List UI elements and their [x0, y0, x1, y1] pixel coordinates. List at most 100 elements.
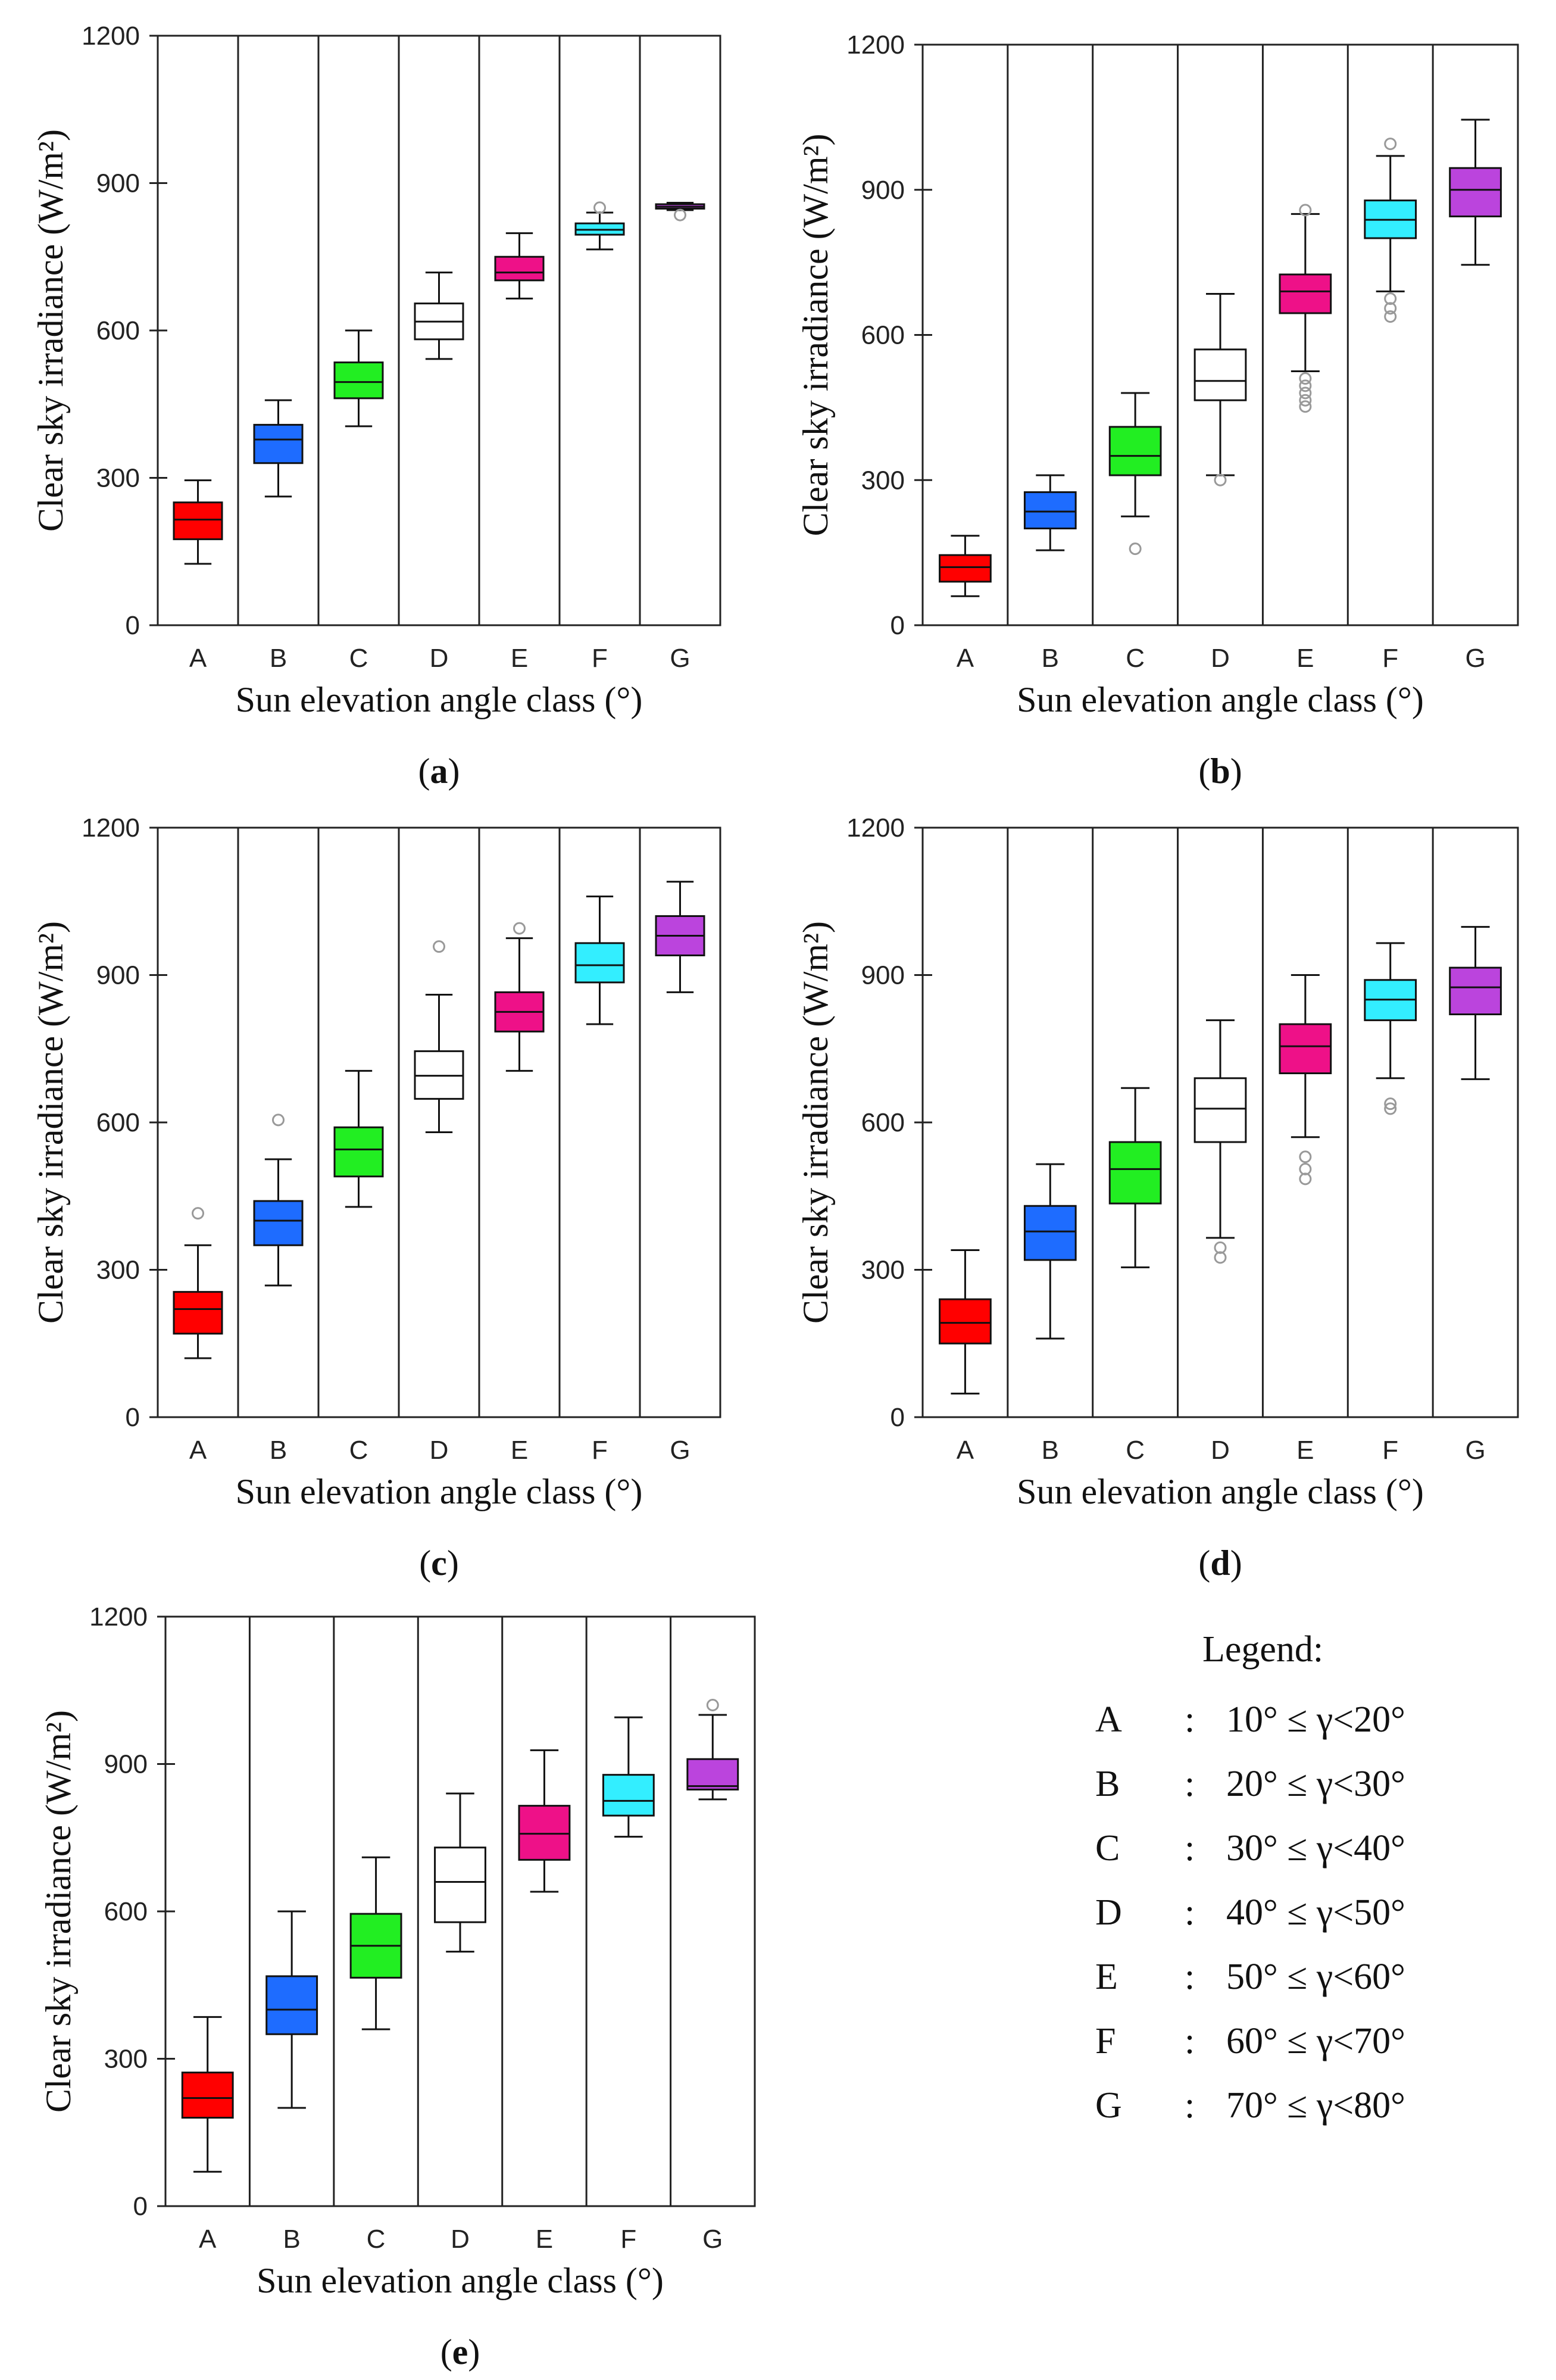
caption-open: ( — [1198, 1543, 1210, 1583]
y-tick-label: 600 — [96, 316, 140, 345]
y-axis-title: Clear sky irradiance (W/m²) — [796, 133, 835, 536]
box-iqr — [333, 361, 384, 400]
panel-caption: (b) — [1198, 751, 1242, 791]
legend-range: 60° ≤ γ<70° — [1226, 2020, 1405, 2061]
x-tick-label: G — [670, 1436, 690, 1465]
legend-key: C — [1095, 1827, 1120, 1869]
chart-panel-e: 0 300 600 900 1200 A B C D E F G Sun elevation angle… — [39, 1602, 756, 2372]
x-axis-title: Sun elevation angle class (°) — [1017, 680, 1424, 719]
legend-separator: : — [1185, 1827, 1195, 1869]
legend-item: B:20° ≤ γ<30° — [1095, 1752, 1512, 1816]
outlier-point — [513, 922, 526, 935]
outlier-point — [1299, 394, 1312, 407]
legend-item: D:40° ≤ γ<50° — [1095, 1880, 1512, 1945]
caption-letter: b — [1210, 751, 1230, 791]
box-A — [939, 1249, 992, 1395]
legend-range: 30° ≤ γ<40° — [1226, 1827, 1405, 1869]
x-tick-label: A — [189, 644, 207, 673]
caption-close: ) — [448, 751, 460, 791]
box-iqr — [939, 554, 992, 583]
legend-range: 10° ≤ γ<20° — [1226, 1699, 1405, 1740]
box-C — [349, 1856, 402, 2030]
box-iqr — [173, 501, 223, 541]
caption-close: ) — [447, 1543, 459, 1583]
x-tick-label: E — [511, 644, 528, 673]
x-tick-label: B — [283, 2225, 300, 2254]
x-tick-label: C — [349, 1436, 368, 1465]
panel-caption: (a) — [418, 751, 460, 791]
box-A — [173, 479, 223, 565]
chart-panel-c: 0 300 600 900 1200 A B C D E F G Sun elevation angle… — [31, 813, 721, 1583]
x-tick-label: D — [430, 1436, 449, 1465]
legend-range: 40° ≤ γ<50° — [1226, 1892, 1405, 1933]
y-tick-label: 900 — [861, 176, 905, 205]
caption-close: ) — [468, 2332, 480, 2372]
x-tick-label: C — [349, 644, 368, 673]
x-tick-label: G — [1465, 644, 1485, 673]
legend-key: E — [1095, 1956, 1118, 1997]
outlier-point — [272, 1113, 285, 1127]
outlier-point — [433, 940, 445, 953]
x-tick-label: F — [592, 1436, 608, 1465]
box-D — [414, 940, 464, 1133]
y-tick-label: 600 — [861, 321, 905, 350]
legend-separator: : — [1185, 2020, 1195, 2061]
box-F — [1364, 138, 1417, 323]
x-tick-label: A — [189, 1436, 207, 1465]
y-tick-label: 900 — [96, 961, 140, 990]
x-tick-label: B — [1042, 644, 1059, 673]
legend-key: A — [1095, 1699, 1122, 1740]
box-iqr — [1449, 966, 1502, 1015]
legend-separator: : — [1185, 1892, 1195, 1933]
y-axis-title: Clear sky irradiance (W/m²) — [31, 129, 70, 532]
box-iqr — [173, 1291, 223, 1335]
x-tick-label: A — [957, 1436, 974, 1465]
x-tick-label: D — [430, 644, 449, 673]
y-tick-label: 600 — [96, 1108, 140, 1137]
legend-key: B — [1095, 1763, 1120, 1804]
legend-range: 20° ≤ γ<30° — [1226, 1763, 1405, 1804]
legend-title: Legend: — [1202, 1629, 1324, 1670]
box-iqr — [1023, 491, 1077, 529]
y-tick-label: 0 — [891, 1403, 905, 1432]
caption-open: ( — [419, 1543, 431, 1583]
y-axis-title: Clear sky irradiance (W/m²) — [31, 921, 70, 1324]
box-iqr — [1193, 348, 1247, 401]
caption-letter: a — [430, 751, 448, 791]
x-tick-label: B — [1042, 1436, 1059, 1465]
y-tick-label: 1200 — [89, 1602, 148, 1632]
y-tick-label: 1200 — [846, 30, 905, 60]
caption-letter: d — [1210, 1543, 1230, 1583]
box-iqr — [265, 1975, 318, 2035]
x-tick-label: D — [451, 2225, 470, 2254]
panel-caption: (d) — [1198, 1543, 1242, 1583]
box-B — [1023, 1163, 1077, 1340]
x-tick-label: G — [702, 2225, 723, 2254]
box-iqr — [939, 1298, 992, 1345]
box-G — [655, 881, 705, 993]
box-A — [181, 2016, 234, 2173]
caption-close: ) — [1230, 1543, 1242, 1583]
box-B — [265, 1910, 318, 2109]
legend-item: A:10° ≤ γ<20° — [1095, 1687, 1512, 1752]
x-tick-label: D — [1211, 1436, 1230, 1465]
box-D — [434, 1792, 486, 1953]
x-axis-title: Sun elevation angle class (°) — [236, 1472, 643, 1511]
outlier-point — [1299, 1172, 1312, 1186]
box-A — [173, 1207, 223, 1359]
chart-panel-b: 0 300 600 900 1200 A B C D E F G Sun elevation angle… — [796, 30, 1519, 791]
x-tick-label: D — [1211, 644, 1230, 673]
box-iqr — [1108, 426, 1162, 476]
outlier-point — [1299, 372, 1312, 385]
x-tick-label: B — [270, 1436, 287, 1465]
caption-letter: c — [431, 1543, 447, 1583]
outlier-point — [1384, 292, 1397, 305]
box-iqr — [518, 1805, 571, 1861]
box-C — [333, 1069, 384, 1208]
box-iqr — [333, 1126, 384, 1178]
x-tick-label: A — [957, 644, 974, 673]
box-iqr — [574, 942, 625, 984]
outlier-point — [1384, 310, 1397, 323]
y-tick-label: 1200 — [82, 21, 140, 51]
panel-caption: (e) — [440, 2332, 480, 2372]
